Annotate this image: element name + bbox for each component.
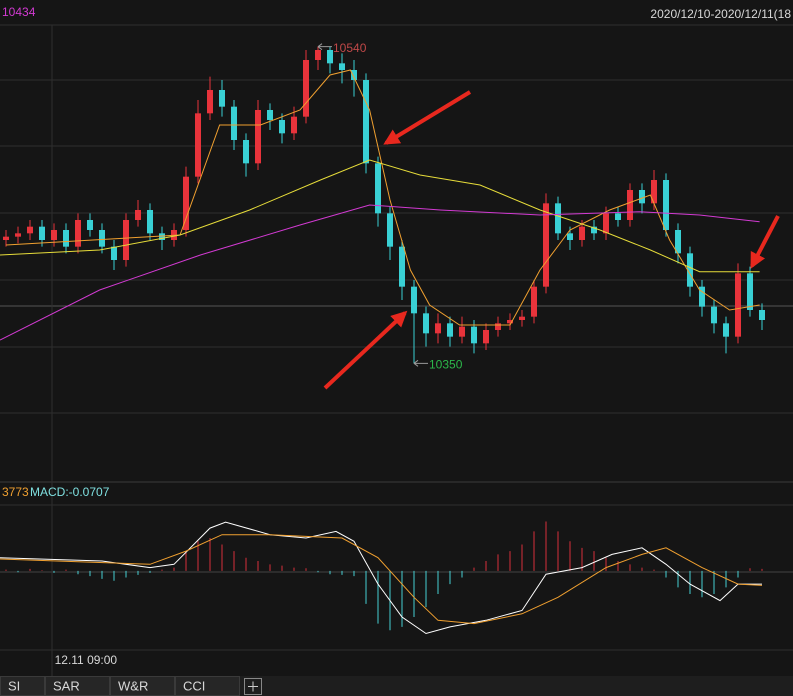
moving-average [0, 204, 760, 341]
candle-body [687, 253, 693, 287]
candle-body [531, 286, 537, 317]
candle-body [675, 230, 681, 254]
candle-body [315, 50, 321, 60]
candle-body [219, 90, 225, 107]
candle-body [267, 110, 273, 120]
macd-line [0, 534, 763, 625]
candle-body [459, 326, 465, 337]
low-pointer [413, 359, 428, 367]
candle-body [735, 273, 741, 337]
candle-body [3, 236, 9, 240]
candle-body [363, 80, 369, 164]
add-tab-icon [248, 681, 258, 692]
candle-body [375, 163, 381, 214]
candle-body [243, 140, 249, 164]
candle-body [327, 50, 333, 64]
price-panel: 10540 10350 [0, 41, 765, 372]
candle-body [627, 190, 633, 220]
candle-body [147, 210, 153, 234]
moving-average [0, 159, 760, 273]
candle-body [351, 70, 357, 80]
candle-body [51, 230, 57, 240]
high-pointer [317, 43, 332, 51]
candle-body [123, 220, 129, 260]
candle-body [279, 120, 285, 134]
candle-body [711, 306, 717, 324]
candle-body [591, 226, 597, 234]
candle-body [63, 230, 69, 247]
ma-readout: 10434 [2, 5, 36, 19]
annotation-arrows [323, 90, 780, 390]
tab-label[interactable]: W&R [118, 678, 148, 693]
candle-body [159, 233, 165, 240]
indicator-tabs: SI SAR W&R CCI [0, 676, 793, 696]
candle-body [435, 323, 441, 334]
grid [0, 24, 793, 676]
candle-body [195, 113, 201, 177]
macd-panel: 3773 MACD:-0.0707 12.11 09:00 [0, 485, 763, 667]
candle-body [111, 246, 117, 260]
candle-body [99, 230, 105, 247]
tab-label[interactable]: CCI [183, 678, 205, 693]
candle-body [411, 286, 417, 314]
candle-body [255, 110, 261, 164]
macd-readout: MACD:-0.0707 [30, 485, 110, 499]
add-tab[interactable] [244, 678, 262, 695]
candle-body [543, 203, 549, 287]
candle-body [747, 273, 753, 310]
date-range: 2020/12/10-2020/12/11(18 [650, 7, 791, 21]
candle-body [507, 320, 513, 324]
candle-body [495, 323, 501, 330]
candle-body [663, 180, 669, 230]
candle-body [699, 286, 705, 307]
candle-body [555, 203, 561, 234]
candle-body [615, 213, 621, 220]
low-label: 10350 [429, 358, 463, 372]
candle-body [759, 310, 765, 320]
candle-body [447, 323, 453, 337]
high-label: 10540 [333, 41, 367, 55]
candle-body [135, 210, 141, 220]
candle-body [387, 213, 393, 247]
candle-body [75, 220, 81, 247]
candle-body [231, 106, 237, 140]
candle-body [303, 60, 309, 117]
candle-body [651, 180, 657, 204]
candle-body [567, 233, 573, 240]
moving-average [5, 69, 760, 326]
macd-line [0, 521, 762, 635]
candle-body [87, 220, 93, 230]
macd-readout: 3773 [2, 485, 29, 499]
tab-label[interactable]: SI [8, 678, 20, 693]
candle-body [339, 63, 345, 70]
candle-body [291, 116, 297, 134]
candle-body [639, 190, 645, 204]
candle-body [399, 246, 405, 287]
candle-body [39, 226, 45, 240]
tab-label[interactable]: SAR [53, 678, 80, 693]
candle-body [15, 233, 21, 237]
candle-body [579, 226, 585, 240]
candle-body [207, 90, 213, 114]
candle-body [183, 176, 189, 230]
x-tick-label: 12.11 09:00 [55, 653, 118, 667]
candle-body [519, 316, 525, 320]
candle-body [423, 313, 429, 334]
candle-body [603, 213, 609, 234]
candle-body [723, 323, 729, 337]
candle-body [483, 330, 489, 344]
candle-body [27, 226, 33, 234]
candle-body [471, 326, 477, 344]
